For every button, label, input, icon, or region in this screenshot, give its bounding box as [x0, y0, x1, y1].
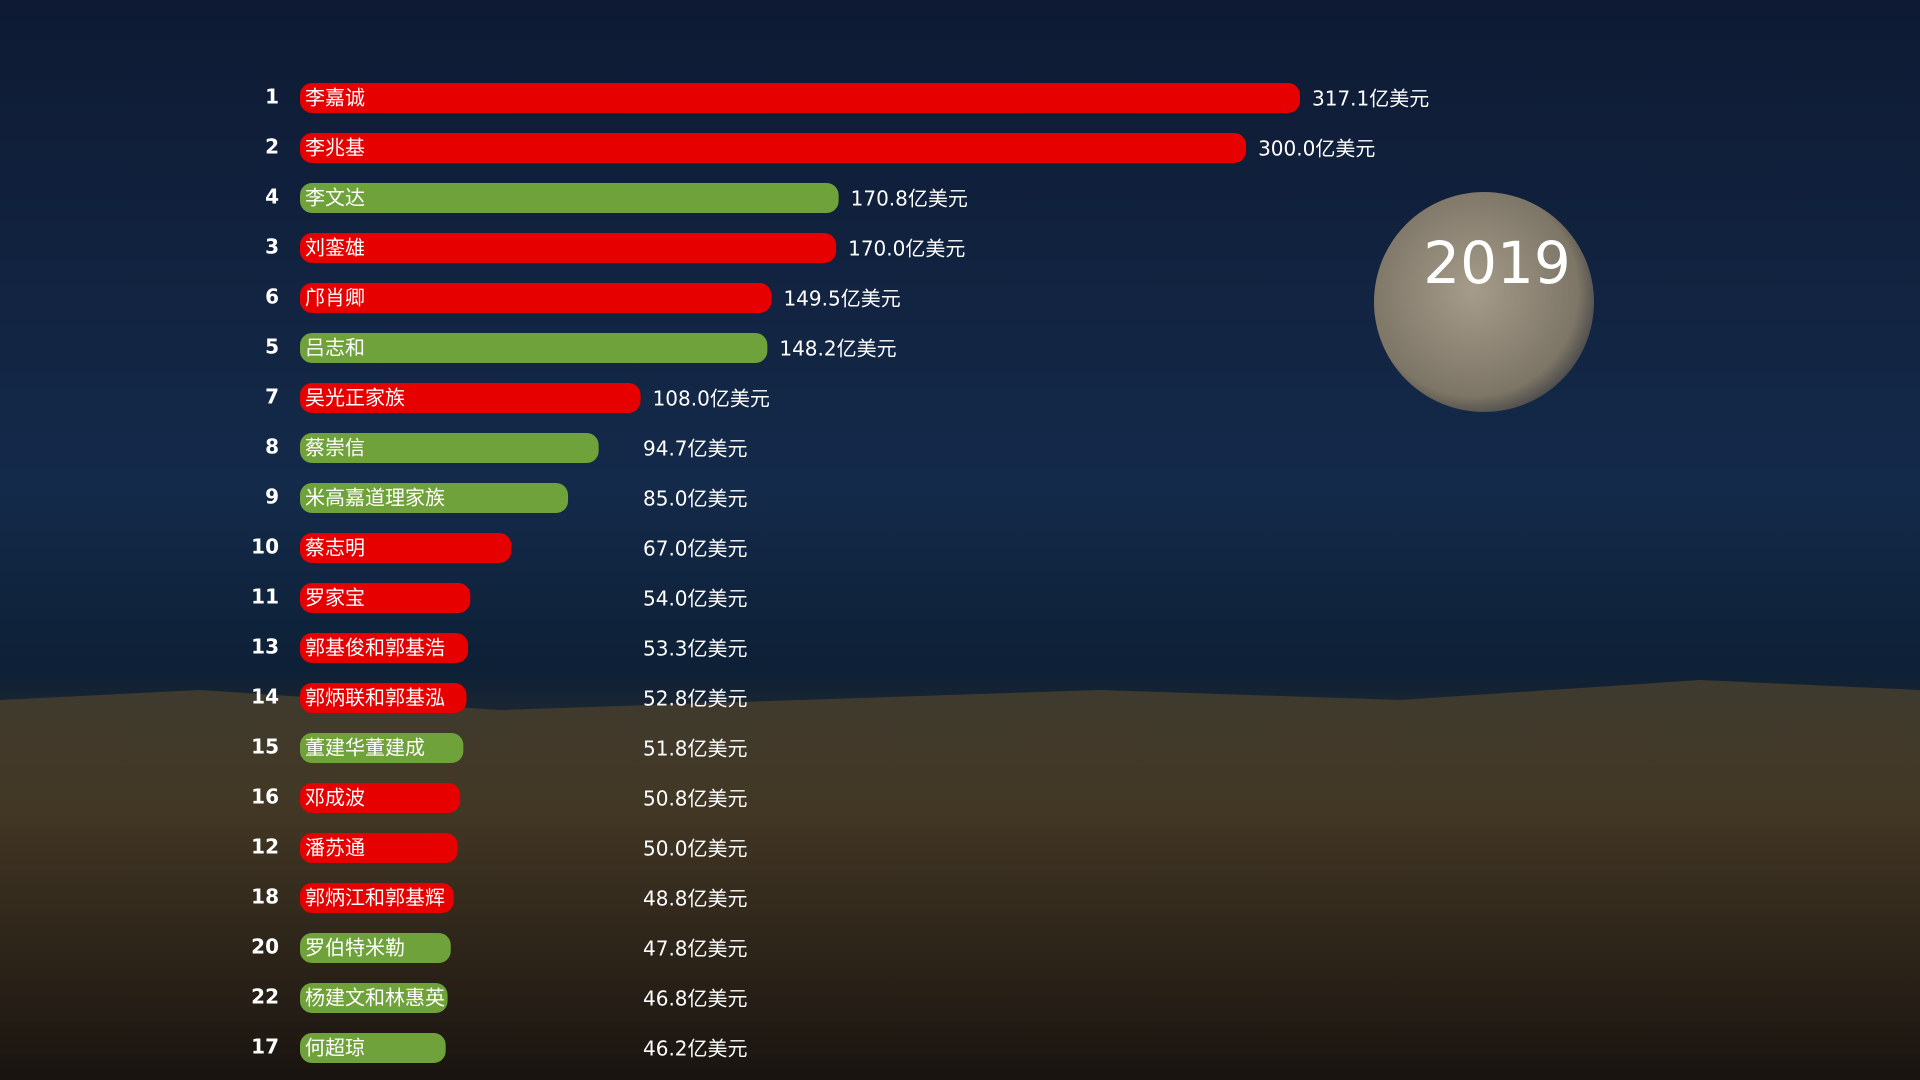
bar — [300, 583, 471, 613]
bar — [300, 683, 467, 713]
value-label: 85.0亿美元 — [643, 487, 748, 511]
bar — [300, 233, 837, 263]
rank-label: 17 — [251, 1035, 279, 1059]
bar — [300, 733, 464, 763]
value-label: 50.8亿美元 — [643, 787, 748, 811]
bar-name: 邓成波 — [305, 786, 365, 810]
moon — [1374, 192, 1594, 412]
city-skyline — [0, 680, 1920, 1080]
rank-label: 16 — [251, 785, 279, 809]
value-label: 108.0亿美元 — [653, 387, 770, 411]
bar-name: 何超琼 — [305, 1036, 365, 1060]
value-label: 53.3亿美元 — [643, 637, 748, 661]
rank-label: 22 — [251, 985, 279, 1009]
value-label: 149.5亿美元 — [783, 287, 900, 311]
bar-name: 罗家宝 — [305, 586, 365, 610]
bar-name: 郭炳江和郭基辉 — [305, 886, 445, 910]
rank-label: 4 — [265, 185, 279, 209]
rank-label: 12 — [251, 835, 279, 859]
year-label: 2019 — [1423, 229, 1571, 297]
bar — [300, 983, 448, 1013]
value-label: 317.1亿美元 — [1312, 87, 1429, 111]
bar — [300, 133, 1247, 163]
bar-name: 蔡崇信 — [305, 436, 365, 460]
value-label: 50.0亿美元 — [643, 837, 748, 861]
rank-label: 9 — [265, 485, 279, 509]
value-label: 170.0亿美元 — [848, 237, 965, 261]
rank-label: 13 — [251, 635, 279, 659]
bar-name: 郭炳联和郭基泓 — [305, 686, 445, 710]
bar — [300, 933, 451, 963]
rank-label: 8 — [265, 435, 279, 459]
bar-name: 郭基俊和郭基浩 — [305, 636, 445, 660]
bar — [300, 383, 641, 413]
bar — [300, 633, 469, 663]
rank-label: 11 — [251, 585, 279, 609]
value-label: 51.8亿美元 — [643, 737, 748, 761]
bar — [300, 783, 461, 813]
value-label: 46.2亿美元 — [643, 1037, 748, 1061]
rank-label: 15 — [251, 735, 279, 759]
rank-label: 20 — [251, 935, 279, 959]
rank-label: 3 — [265, 235, 279, 259]
rank-label: 6 — [265, 285, 279, 309]
rank-label: 14 — [251, 685, 279, 709]
value-label: 94.7亿美元 — [643, 437, 748, 461]
value-label: 67.0亿美元 — [643, 537, 748, 561]
bar — [300, 333, 768, 363]
bar — [300, 533, 512, 563]
bar — [300, 1033, 446, 1063]
value-label: 47.8亿美元 — [643, 937, 748, 961]
value-label: 46.8亿美元 — [643, 987, 748, 1011]
value-label: 54.0亿美元 — [643, 587, 748, 611]
bar-name: 李兆基 — [305, 136, 365, 160]
bar — [300, 833, 458, 863]
bar-name: 李文达 — [305, 186, 365, 210]
value-label: 300.0亿美元 — [1258, 137, 1375, 161]
bar-name: 米高嘉道理家族 — [305, 486, 445, 510]
bar-name: 吴光正家族 — [305, 386, 405, 410]
value-label: 52.8亿美元 — [643, 687, 748, 711]
bar — [300, 183, 839, 213]
bar-name: 蔡志明 — [305, 536, 365, 560]
bar — [300, 283, 772, 313]
value-label: 170.8亿美元 — [851, 187, 968, 211]
bar-name: 罗伯特米勒 — [305, 936, 405, 960]
rank-label: 2 — [265, 135, 279, 159]
value-label: 148.2亿美元 — [779, 337, 896, 361]
bar-name: 邝肖卿 — [305, 286, 365, 310]
value-label: 48.8亿美元 — [643, 887, 748, 911]
bar-name: 杨建文和林惠英 — [305, 986, 445, 1010]
rank-label: 1 — [265, 85, 279, 109]
bar — [300, 883, 454, 913]
bar — [300, 83, 1300, 113]
bar-name: 吕志和 — [305, 336, 365, 360]
rank-label: 18 — [251, 885, 279, 909]
bar-name: 刘銮雄 — [305, 236, 365, 260]
bar-name: 潘苏通 — [305, 836, 365, 860]
bar — [300, 433, 599, 463]
rank-label: 7 — [265, 385, 279, 409]
bar — [300, 483, 569, 513]
bar-name: 李嘉诚 — [305, 86, 365, 110]
rank-label: 10 — [251, 535, 279, 559]
rank-label: 5 — [265, 335, 279, 359]
bar-name: 董建华董建成 — [305, 736, 425, 760]
